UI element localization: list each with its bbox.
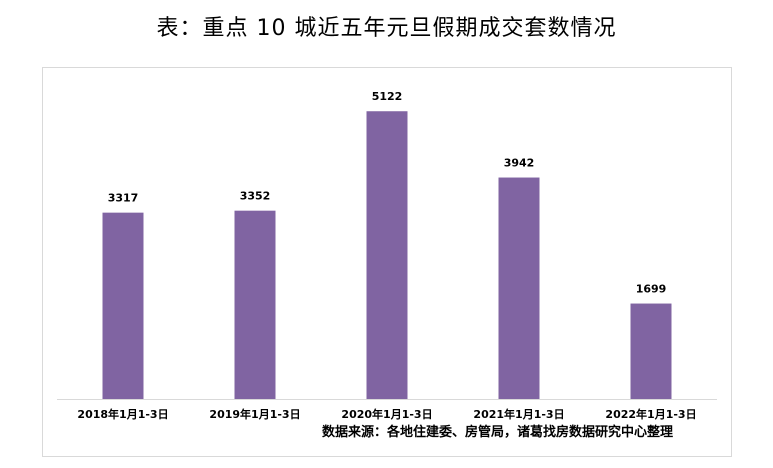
data-label-1: 3317 — [108, 192, 139, 205]
bar-5 — [630, 303, 672, 399]
x-tick-label-3: 2020年1月1-3日 — [341, 407, 432, 421]
x-tick-label-1: 2018年1月1-3日 — [77, 407, 168, 421]
page-title: 表：重点 10 城近五年元旦假期成交套数情况 — [156, 16, 617, 41]
bar-1 — [102, 212, 144, 399]
data-source-note: 数据来源：各地住建委、房管局，诸葛找房数据研究中心整理 — [321, 425, 673, 440]
x-tick-label-4: 2021年1月1-3日 — [473, 407, 564, 421]
data-label-4: 3942 — [504, 157, 535, 170]
data-label-3: 5122 — [372, 90, 403, 103]
chart-frame: 3317 2018年1月1-3日 3352 2019年1月1-3日 5122 2020年1… — [42, 67, 732, 457]
data-label-2: 3352 — [240, 190, 271, 203]
x-tick-label-5: 2022年1月1-3日 — [605, 407, 696, 421]
bar-3 — [366, 111, 408, 399]
bar-chart: 3317 2018年1月1-3日 3352 2019年1月1-3日 5122 2020年1… — [57, 90, 717, 421]
data-label-5: 1699 — [636, 283, 667, 296]
bar-2 — [234, 210, 276, 399]
x-tick-label-2: 2019年1月1-3日 — [209, 407, 300, 421]
bar-4 — [498, 177, 540, 399]
